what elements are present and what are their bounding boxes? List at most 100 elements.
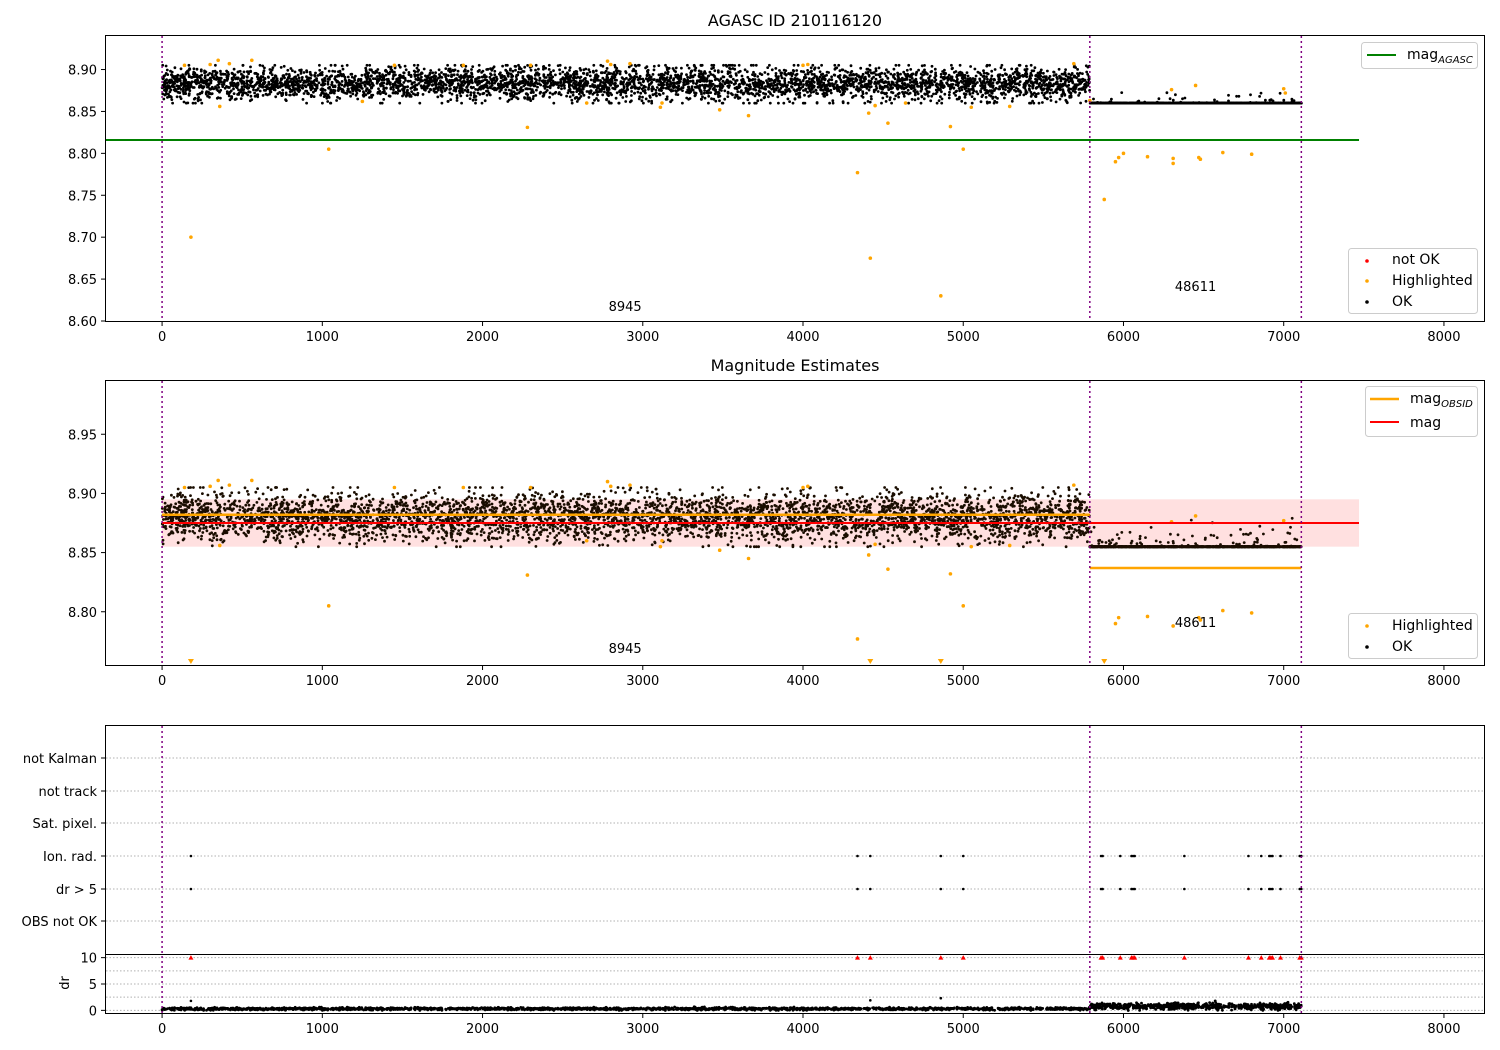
- ok-point: [947, 77, 950, 81]
- ok-point: [1183, 96, 1187, 100]
- ok-point: [288, 93, 291, 97]
- ok-point: [198, 74, 202, 78]
- ok-point: [607, 94, 610, 97]
- ok-point: [343, 75, 347, 79]
- ok-point: [886, 70, 890, 74]
- ok-point: [327, 69, 331, 73]
- ok-point: [698, 84, 702, 87]
- ok-point: [448, 91, 452, 95]
- ok-point: [192, 67, 196, 71]
- ok-point: [933, 67, 937, 71]
- ok-point: [816, 78, 819, 82]
- ok-point: [482, 91, 486, 95]
- ok-point: [911, 80, 915, 84]
- ok-point: [764, 92, 767, 96]
- ok-point: [640, 99, 644, 103]
- ok-point: [378, 74, 382, 78]
- ok-point: [1051, 78, 1055, 81]
- ok-point: [843, 87, 847, 91]
- ok-point: [905, 85, 909, 89]
- ok-point: [429, 78, 432, 82]
- ok-point: [186, 84, 190, 88]
- ok-point: [672, 78, 675, 82]
- ok-point: [1007, 75, 1011, 79]
- ok-point: [182, 84, 186, 88]
- ok-point: [585, 90, 589, 93]
- ok-point: [726, 95, 730, 98]
- ok-point: [608, 81, 612, 85]
- ok-point: [842, 76, 846, 79]
- ok-point: [178, 79, 182, 83]
- ok-point: [525, 80, 529, 84]
- ok-point: [878, 73, 882, 76]
- ok-point: [514, 65, 518, 68]
- ok-point: [295, 93, 298, 96]
- ok-point: [894, 63, 898, 67]
- ok-point: [979, 81, 983, 85]
- ok-point: [1046, 69, 1049, 73]
- ok-point: [547, 63, 551, 67]
- ok-point: [851, 80, 855, 84]
- ok-point: [250, 98, 254, 101]
- ok-point: [484, 83, 488, 86]
- ok-point: [1087, 78, 1090, 81]
- ok-point: [413, 73, 416, 76]
- ok-point: [708, 79, 711, 83]
- ok-point: [894, 94, 898, 98]
- ok-point: [753, 101, 757, 105]
- ok-point: [798, 78, 801, 82]
- ok-point: [745, 70, 749, 74]
- ok-point: [993, 78, 996, 82]
- ok-point: [754, 88, 758, 92]
- ok-point: [470, 79, 474, 83]
- ok-point: [884, 100, 888, 103]
- ok-point: [937, 88, 940, 91]
- ok-point: [820, 63, 823, 67]
- ok-point: [878, 75, 882, 79]
- ok-point: [511, 74, 515, 78]
- ok-point: [1034, 94, 1037, 98]
- ok-point: [276, 86, 280, 89]
- ok-point: [928, 85, 931, 89]
- ok-point: [906, 88, 910, 92]
- ok-point: [269, 70, 273, 74]
- ok-point: [196, 79, 200, 82]
- ok-point: [558, 63, 562, 67]
- ok-point: [195, 67, 199, 71]
- ok-point: [533, 81, 537, 85]
- ok-point: [1079, 101, 1082, 105]
- ok-point: [462, 74, 465, 78]
- ok-point: [912, 85, 916, 89]
- ok-point: [428, 71, 432, 75]
- ok-point: [387, 65, 391, 68]
- ok-point: [543, 87, 547, 90]
- ok-point: [769, 92, 772, 96]
- ok-point: [239, 97, 243, 100]
- ok-point: [751, 78, 755, 81]
- ok-point: [391, 70, 395, 74]
- ok-point: [731, 63, 734, 67]
- ok-point: [657, 73, 661, 77]
- ok-point: [957, 87, 961, 90]
- ok-point: [239, 80, 243, 83]
- ok-point: [789, 71, 793, 75]
- ok-point: [617, 101, 621, 105]
- ok-point: [697, 74, 701, 78]
- ok-point: [609, 101, 613, 105]
- ok-point: [372, 71, 375, 74]
- ok-point: [810, 69, 813, 73]
- ok-point: [437, 83, 441, 86]
- ok-point: [887, 82, 890, 86]
- ok-point: [241, 63, 245, 67]
- ok-point: [825, 93, 829, 97]
- ok-point: [272, 88, 276, 91]
- ok-point: [754, 63, 758, 67]
- ok-point: [840, 93, 844, 97]
- ok-point: [391, 91, 395, 95]
- ok-point: [466, 90, 470, 94]
- ok-point: [767, 90, 771, 93]
- ok-point: [440, 71, 443, 74]
- ok-point: [666, 79, 670, 83]
- ok-point: [333, 89, 337, 92]
- ok-point: [634, 72, 638, 76]
